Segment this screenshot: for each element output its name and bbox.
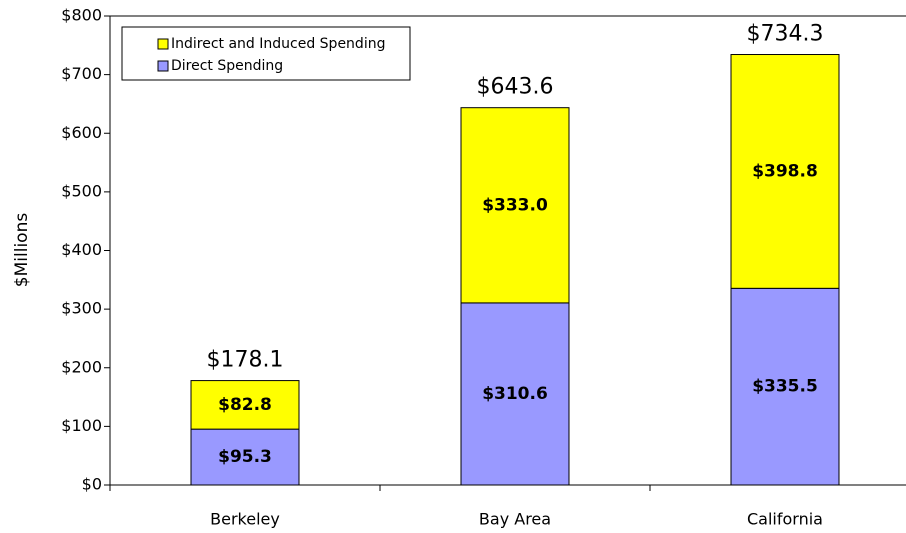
y-tick-label: $400 — [61, 240, 102, 259]
y-tick-label: $200 — [61, 357, 102, 376]
bar-segment — [730, 287, 840, 486]
x-tick-label: Bay Area — [479, 510, 551, 529]
bar-segment — [190, 428, 300, 486]
x-tick-label: Berkeley — [210, 510, 280, 529]
bar-segment — [460, 302, 570, 486]
y-tick-label: $500 — [61, 181, 102, 200]
segment-label: $82.8 — [218, 395, 272, 415]
y-tick-label: $0 — [82, 475, 102, 494]
legend-box — [121, 26, 411, 81]
x-tick-label: California — [747, 510, 823, 529]
bar-segment — [730, 54, 840, 289]
bar-segment — [460, 107, 570, 304]
segment-label: $335.5 — [752, 377, 818, 397]
segment-label: $398.8 — [752, 161, 818, 181]
segment-label: $333.0 — [482, 195, 548, 215]
legend-swatch — [157, 60, 169, 72]
legend: Indirect and Induced Spending Direct Spen… — [121, 26, 411, 81]
y-tick-label: $800 — [61, 6, 102, 25]
segment-label: $95.3 — [218, 447, 272, 467]
total-label: $643.6 — [477, 75, 554, 100]
y-tick-label: $600 — [61, 123, 102, 142]
y-tick-label: $300 — [61, 299, 102, 318]
legend-label: Indirect and Induced Spending — [171, 36, 385, 52]
y-axis-label: $Millions — [12, 213, 32, 288]
total-label: $734.3 — [747, 22, 824, 47]
y-tick-label: $700 — [61, 64, 102, 83]
legend-swatch — [157, 38, 169, 50]
legend-label: Direct Spending — [171, 58, 283, 74]
y-tick-label: $100 — [61, 416, 102, 435]
total-label: $178.1 — [207, 348, 284, 373]
segment-label: $310.6 — [482, 384, 548, 404]
bar-segment — [190, 380, 300, 430]
